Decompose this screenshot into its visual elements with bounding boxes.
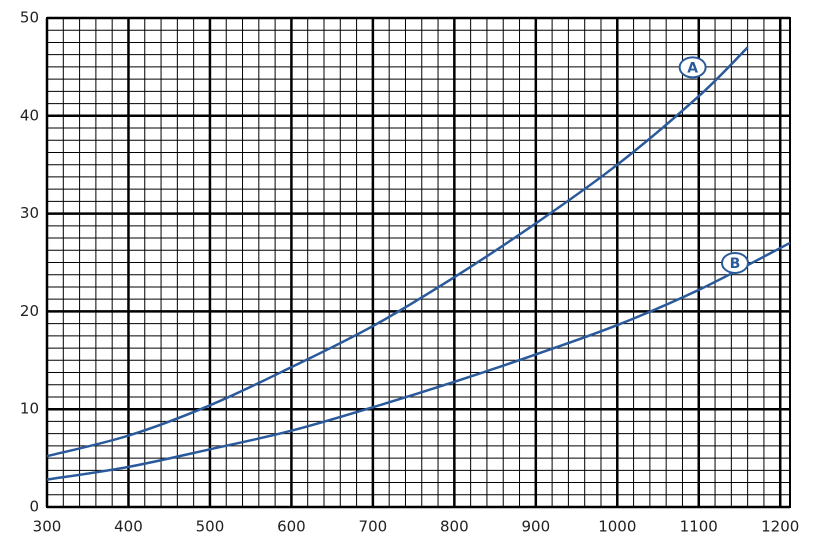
series-label-badge: [721, 251, 749, 274]
plot-frame: [46, 17, 791, 508]
x-tick-label: 1000: [598, 518, 636, 536]
x-tick-label: 1200: [761, 518, 799, 536]
x-tick-label: 700: [359, 518, 388, 536]
x-tick-label: 400: [114, 518, 143, 536]
y-tick-label: 20: [20, 302, 39, 320]
x-tick-label: 800: [440, 518, 469, 536]
x-tick-label: 1100: [680, 518, 718, 536]
y-tick-label: 30: [20, 204, 39, 222]
y-tick-label: 40: [20, 106, 39, 124]
x-tick-label: 900: [521, 518, 550, 536]
y-tick-label: 50: [20, 9, 39, 27]
x-tick-label: 300: [33, 518, 62, 536]
x-tick-label: 500: [196, 518, 225, 536]
x-tick-label: 600: [277, 518, 306, 536]
series-line: [46, 46, 749, 458]
series-label: B: [730, 256, 741, 272]
y-tick-label: 10: [20, 400, 39, 418]
y-tick-label: 0: [29, 498, 39, 516]
series-label: A: [687, 60, 698, 76]
series-line: [46, 241, 791, 481]
series-label-badge: [678, 56, 707, 79]
